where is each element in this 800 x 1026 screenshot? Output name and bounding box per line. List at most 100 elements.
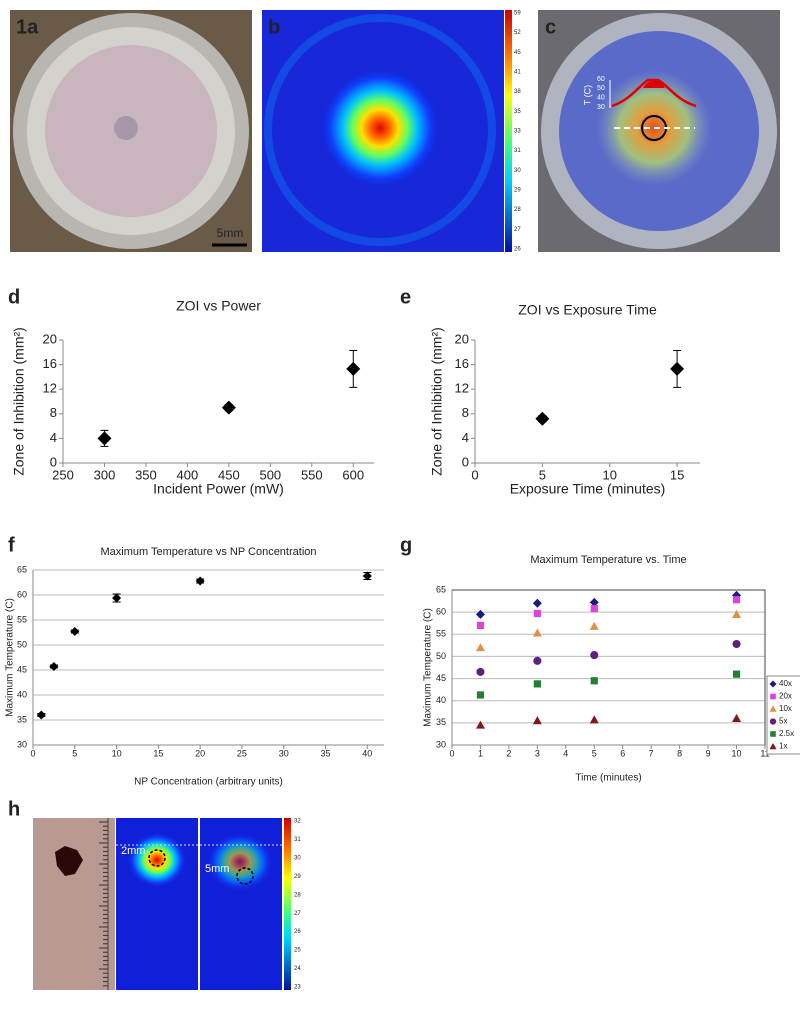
- y-tick-label: 65: [17, 564, 27, 574]
- point: [195, 576, 205, 586]
- x-tick-label: 11: [760, 748, 769, 758]
- point: [590, 677, 598, 685]
- y-tick-label: 0: [462, 454, 469, 469]
- legend-swatch: [770, 693, 776, 700]
- x-tick-label: 400: [177, 467, 199, 482]
- y-axis-label: Zone of Inhibition (mm²): [11, 327, 27, 476]
- panel-label: d: [8, 286, 20, 308]
- y-tick-label: 45: [436, 673, 446, 683]
- point: [532, 598, 542, 608]
- x-tick-label: 15: [670, 467, 684, 482]
- point: [590, 651, 599, 660]
- temp-profile: [611, 78, 697, 108]
- colorbar-tick-label: 26: [514, 247, 521, 253]
- y-tick-label: 40: [436, 695, 446, 705]
- x-tick-label: 0: [471, 467, 478, 482]
- legend-label: 10x: [779, 704, 792, 713]
- colorbar-tick-label: 30: [514, 168, 521, 174]
- y-tick-label: 12: [43, 381, 57, 396]
- y-tick-label: 0: [50, 454, 57, 469]
- point: [532, 628, 542, 637]
- colorbar-tick-label: 31: [294, 837, 301, 843]
- colorbar: [505, 10, 512, 252]
- y-tick-label: 20: [455, 331, 469, 346]
- point: [476, 691, 485, 699]
- x-tick-label: 4: [563, 748, 568, 758]
- y-axis-label: Maximum Temperature (C): [423, 608, 434, 727]
- x-tick-label: 550: [301, 467, 323, 482]
- hot-spot: [318, 66, 442, 190]
- x-tick-label: 0: [449, 748, 454, 758]
- colorbar-tick-label: 30: [597, 104, 605, 111]
- x-tick-label: 15: [153, 748, 163, 758]
- y-tick-label: 35: [17, 714, 27, 724]
- x-tick-label: 10: [112, 748, 122, 758]
- y-tick-label: 45: [17, 664, 27, 674]
- colorbar-tick-label: 52: [514, 30, 521, 36]
- point: [97, 431, 112, 446]
- legend-label: 5x: [779, 717, 787, 726]
- legend-swatch: [769, 743, 777, 750]
- point: [732, 639, 741, 649]
- y-axis-label: Zone of Inhibition (mm²): [429, 327, 445, 476]
- x-tick-label: 350: [135, 467, 157, 482]
- y-tick-label: 55: [17, 614, 27, 624]
- point: [533, 680, 541, 688]
- point: [346, 361, 361, 376]
- colorbar-tick-label: 45: [514, 50, 521, 56]
- colorbar-tick-label: 50: [597, 85, 605, 92]
- chart-title: Maximum Temperature vs NP Concentration: [100, 546, 316, 558]
- y-tick-label: 35: [436, 717, 446, 727]
- legend-label: 2.5x: [779, 729, 794, 738]
- y-tick-label: 8: [462, 405, 469, 420]
- x-tick-label: 25: [237, 748, 247, 758]
- y-tick-label: 55: [436, 629, 446, 639]
- x-axis-label: Incident Power (mW): [153, 481, 284, 497]
- colorbar-tick-label: 35: [514, 109, 521, 115]
- colorbar-tick-label: 25: [294, 948, 301, 954]
- point: [732, 609, 742, 618]
- x-tick-label: 3: [535, 748, 540, 758]
- x-tick-label: 300: [94, 467, 116, 482]
- y-tick-label: 65: [436, 584, 446, 594]
- y-tick-label: 4: [50, 430, 57, 445]
- x-tick-label: 8: [677, 748, 682, 758]
- hot-spot: [127, 832, 187, 888]
- depth-label: 5mm: [205, 863, 229, 875]
- plot-frame: [451, 589, 766, 746]
- colorbar-tick-label: 32: [294, 819, 301, 825]
- panel-label: e: [400, 286, 411, 308]
- tissue-photo: [33, 818, 115, 990]
- inset-axis-label: T (C): [582, 85, 592, 105]
- panel-label: 1a: [16, 16, 39, 38]
- point: [476, 621, 485, 630]
- colorbar-tick-label: 38: [514, 89, 521, 95]
- colorbar: [284, 818, 291, 990]
- y-tick-label: 60: [17, 589, 27, 599]
- y-tick-label: 40: [17, 689, 27, 699]
- x-tick-label: 35: [320, 748, 330, 758]
- point: [475, 609, 485, 619]
- x-tick-label: 2: [506, 748, 511, 758]
- colorbar-tick-label: 40: [597, 95, 605, 102]
- point: [475, 720, 485, 729]
- colorbar-tick-label: 23: [294, 985, 301, 991]
- point: [670, 361, 685, 376]
- temp-peak: [643, 80, 665, 88]
- colorbar-tick-label: 29: [514, 188, 521, 194]
- y-tick-label: 16: [43, 356, 57, 371]
- y-tick-label: 20: [43, 331, 57, 346]
- point: [533, 609, 541, 618]
- x-tick-label: 5: [72, 748, 77, 758]
- ring: [264, 14, 496, 246]
- colorbar-tick-label: 59: [514, 11, 521, 17]
- point: [49, 662, 59, 671]
- y-tick-label: 8: [50, 405, 57, 420]
- y-tick-label: 30: [17, 739, 27, 749]
- x-tick-label: 450: [218, 467, 240, 482]
- colorbar-tick-label: 28: [294, 892, 301, 898]
- point: [36, 710, 46, 720]
- y-tick-label: 50: [17, 639, 27, 649]
- y-axis-label: Maximum Temperature (C): [5, 598, 16, 717]
- x-tick-label: 5: [592, 748, 597, 758]
